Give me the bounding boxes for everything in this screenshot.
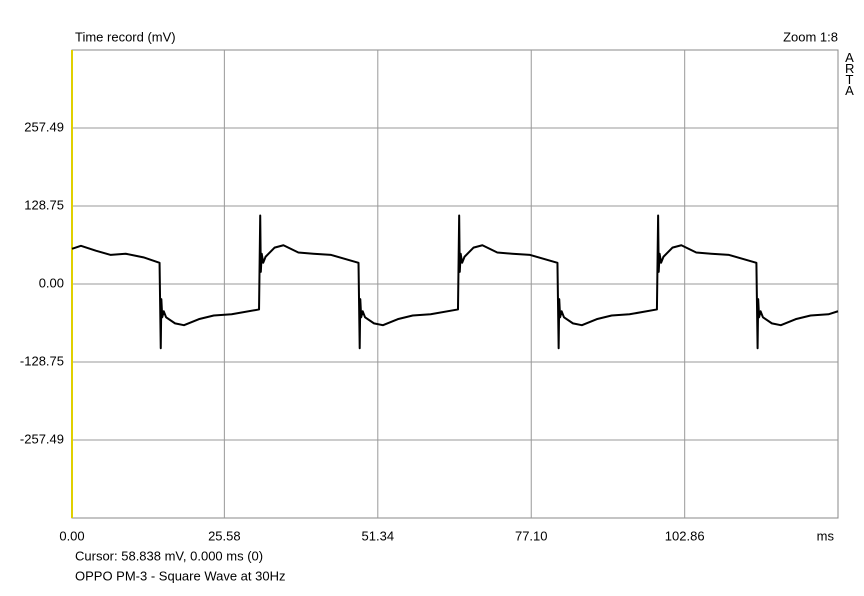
x-unit: ms (817, 528, 835, 543)
caption: OPPO PM-3 - Square Wave at 30Hz (75, 568, 285, 583)
x-tick-label: 51.34 (362, 528, 395, 543)
cursor-readout: Cursor: 58.838 mV, 0.000 ms (0) (75, 548, 263, 563)
zoom-label: Zoom 1:8 (783, 29, 838, 44)
x-tick-label: 77.10 (515, 528, 548, 543)
waveform (71, 214, 839, 350)
brand: ARTA (845, 50, 855, 98)
y-tick-label: -257.49 (20, 431, 64, 446)
x-tick-label: 0.00 (59, 528, 84, 543)
chart-title: Time record (mV) (75, 29, 176, 44)
y-tick-label: 128.75 (24, 197, 64, 212)
x-tick-label: 102.86 (665, 528, 705, 543)
y-tick-label: -128.75 (20, 353, 64, 368)
x-tick-label: 25.58 (208, 528, 241, 543)
y-tick-label: 257.49 (24, 119, 64, 134)
y-tick-label: 0.00 (39, 275, 64, 290)
